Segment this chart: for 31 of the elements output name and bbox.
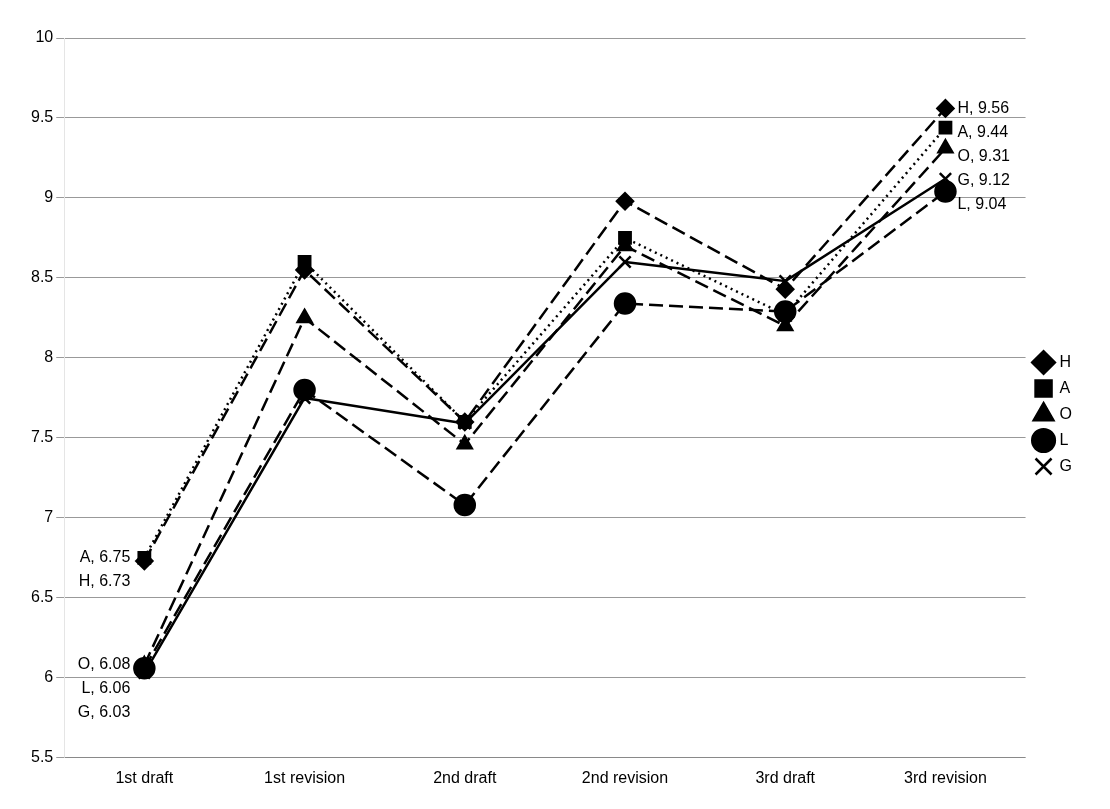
y-tick-label: 10 xyxy=(35,28,54,46)
y-tick-label: 6 xyxy=(44,668,54,686)
legend-label: L xyxy=(1059,430,1069,448)
y-tick-label: 6.5 xyxy=(30,588,54,606)
data-label: A, 6.75 xyxy=(79,548,131,566)
x-tick-label: 1st revision xyxy=(264,768,346,786)
y-tick-label: 7.5 xyxy=(30,428,54,446)
x-tick-label: 2nd revision xyxy=(581,768,669,786)
data-label: H, 9.56 xyxy=(957,98,1010,116)
data-label: O, 6.08 xyxy=(77,655,131,673)
data-label: L, 6.06 xyxy=(81,679,131,697)
y-tick-label: 9 xyxy=(44,188,54,206)
y-tick-label: 9.5 xyxy=(30,108,54,126)
x-tick-label: 2nd draft xyxy=(433,768,497,786)
x-tick-label: 1st draft xyxy=(115,768,174,786)
legend-label: O xyxy=(1059,404,1073,422)
x-tick-label: 3rd draft xyxy=(755,768,816,786)
data-label: L, 9.04 xyxy=(957,194,1007,212)
y-tick-label: 8.5 xyxy=(30,268,54,286)
legend-label: A xyxy=(1059,378,1071,396)
legend-label: H xyxy=(1059,352,1072,370)
data-label: O, 9.31 xyxy=(957,146,1011,164)
data-label: G, 6.03 xyxy=(77,703,131,721)
y-tick-label: 8 xyxy=(44,348,54,366)
data-label: A, 9.44 xyxy=(957,122,1009,140)
y-tick-label: 5.5 xyxy=(30,748,54,766)
x-tick-label: 3rd revision xyxy=(904,768,987,786)
data-label: H, 6.73 xyxy=(78,572,131,590)
legend-label: G xyxy=(1059,456,1073,474)
y-tick-label: 7 xyxy=(44,508,54,526)
data-label: G, 9.12 xyxy=(957,170,1011,188)
